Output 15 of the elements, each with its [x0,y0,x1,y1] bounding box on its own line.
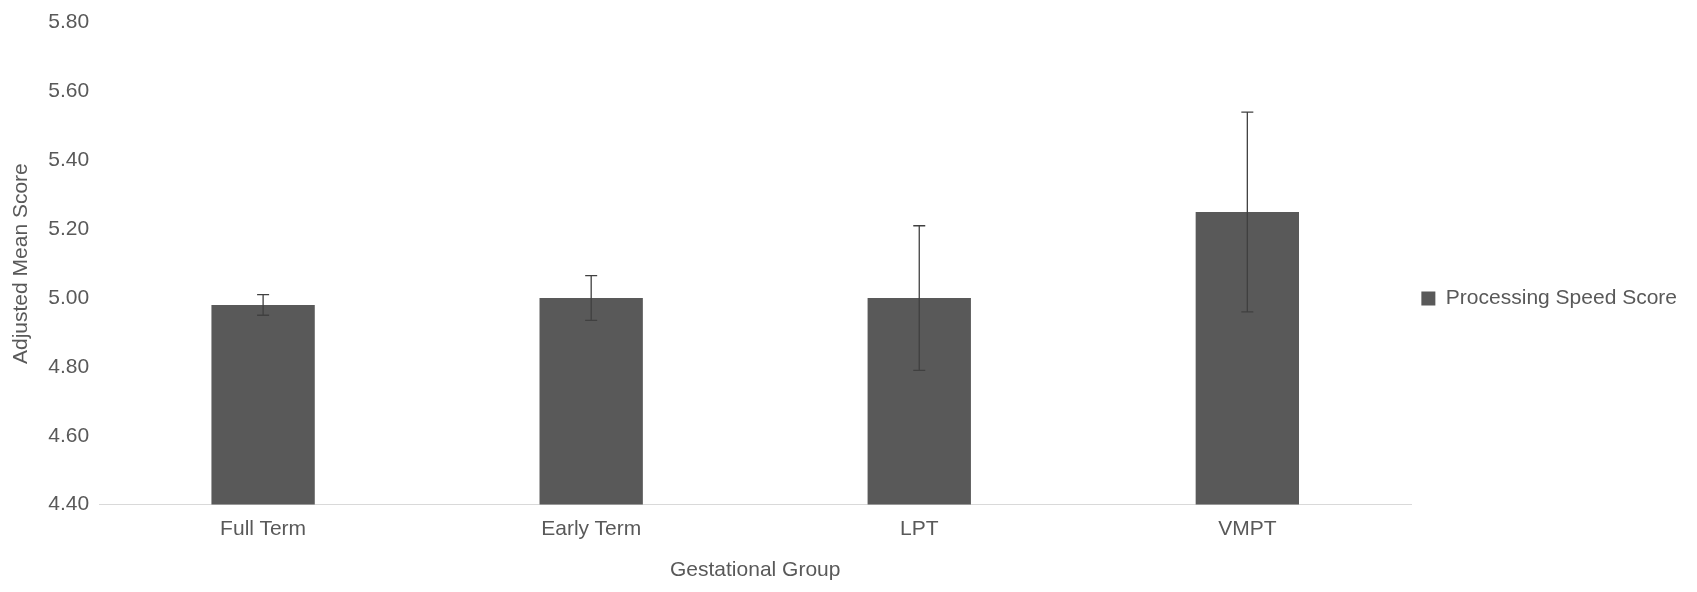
y-tick-label: 4.80 [48,353,90,377]
y-axis-title: Adjusted Mean Score [8,163,32,364]
y-tick-label: 5.80 [48,9,90,33]
x-tick-label: LPT [900,516,939,539]
x-axis-title: Gestational Group [670,557,841,581]
y-tick-label: 5.20 [48,215,90,239]
y-tick-label: 5.40 [48,147,90,171]
y-tick-label: 4.40 [48,491,90,515]
y-tick-label: 4.60 [48,422,90,446]
x-tick-label: Early Term [541,516,642,539]
y-tick-label: 5.60 [48,78,90,102]
x-tick-label: Full Term [220,516,307,539]
y-tick-label: 5.00 [48,284,90,308]
x-tick-label: VMPT [1218,516,1277,539]
legend-label: Processing Speed Score [1445,285,1678,309]
